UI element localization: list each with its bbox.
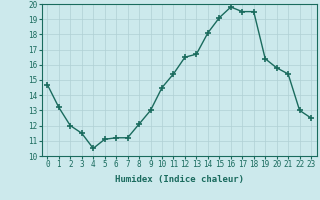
X-axis label: Humidex (Indice chaleur): Humidex (Indice chaleur) — [115, 175, 244, 184]
